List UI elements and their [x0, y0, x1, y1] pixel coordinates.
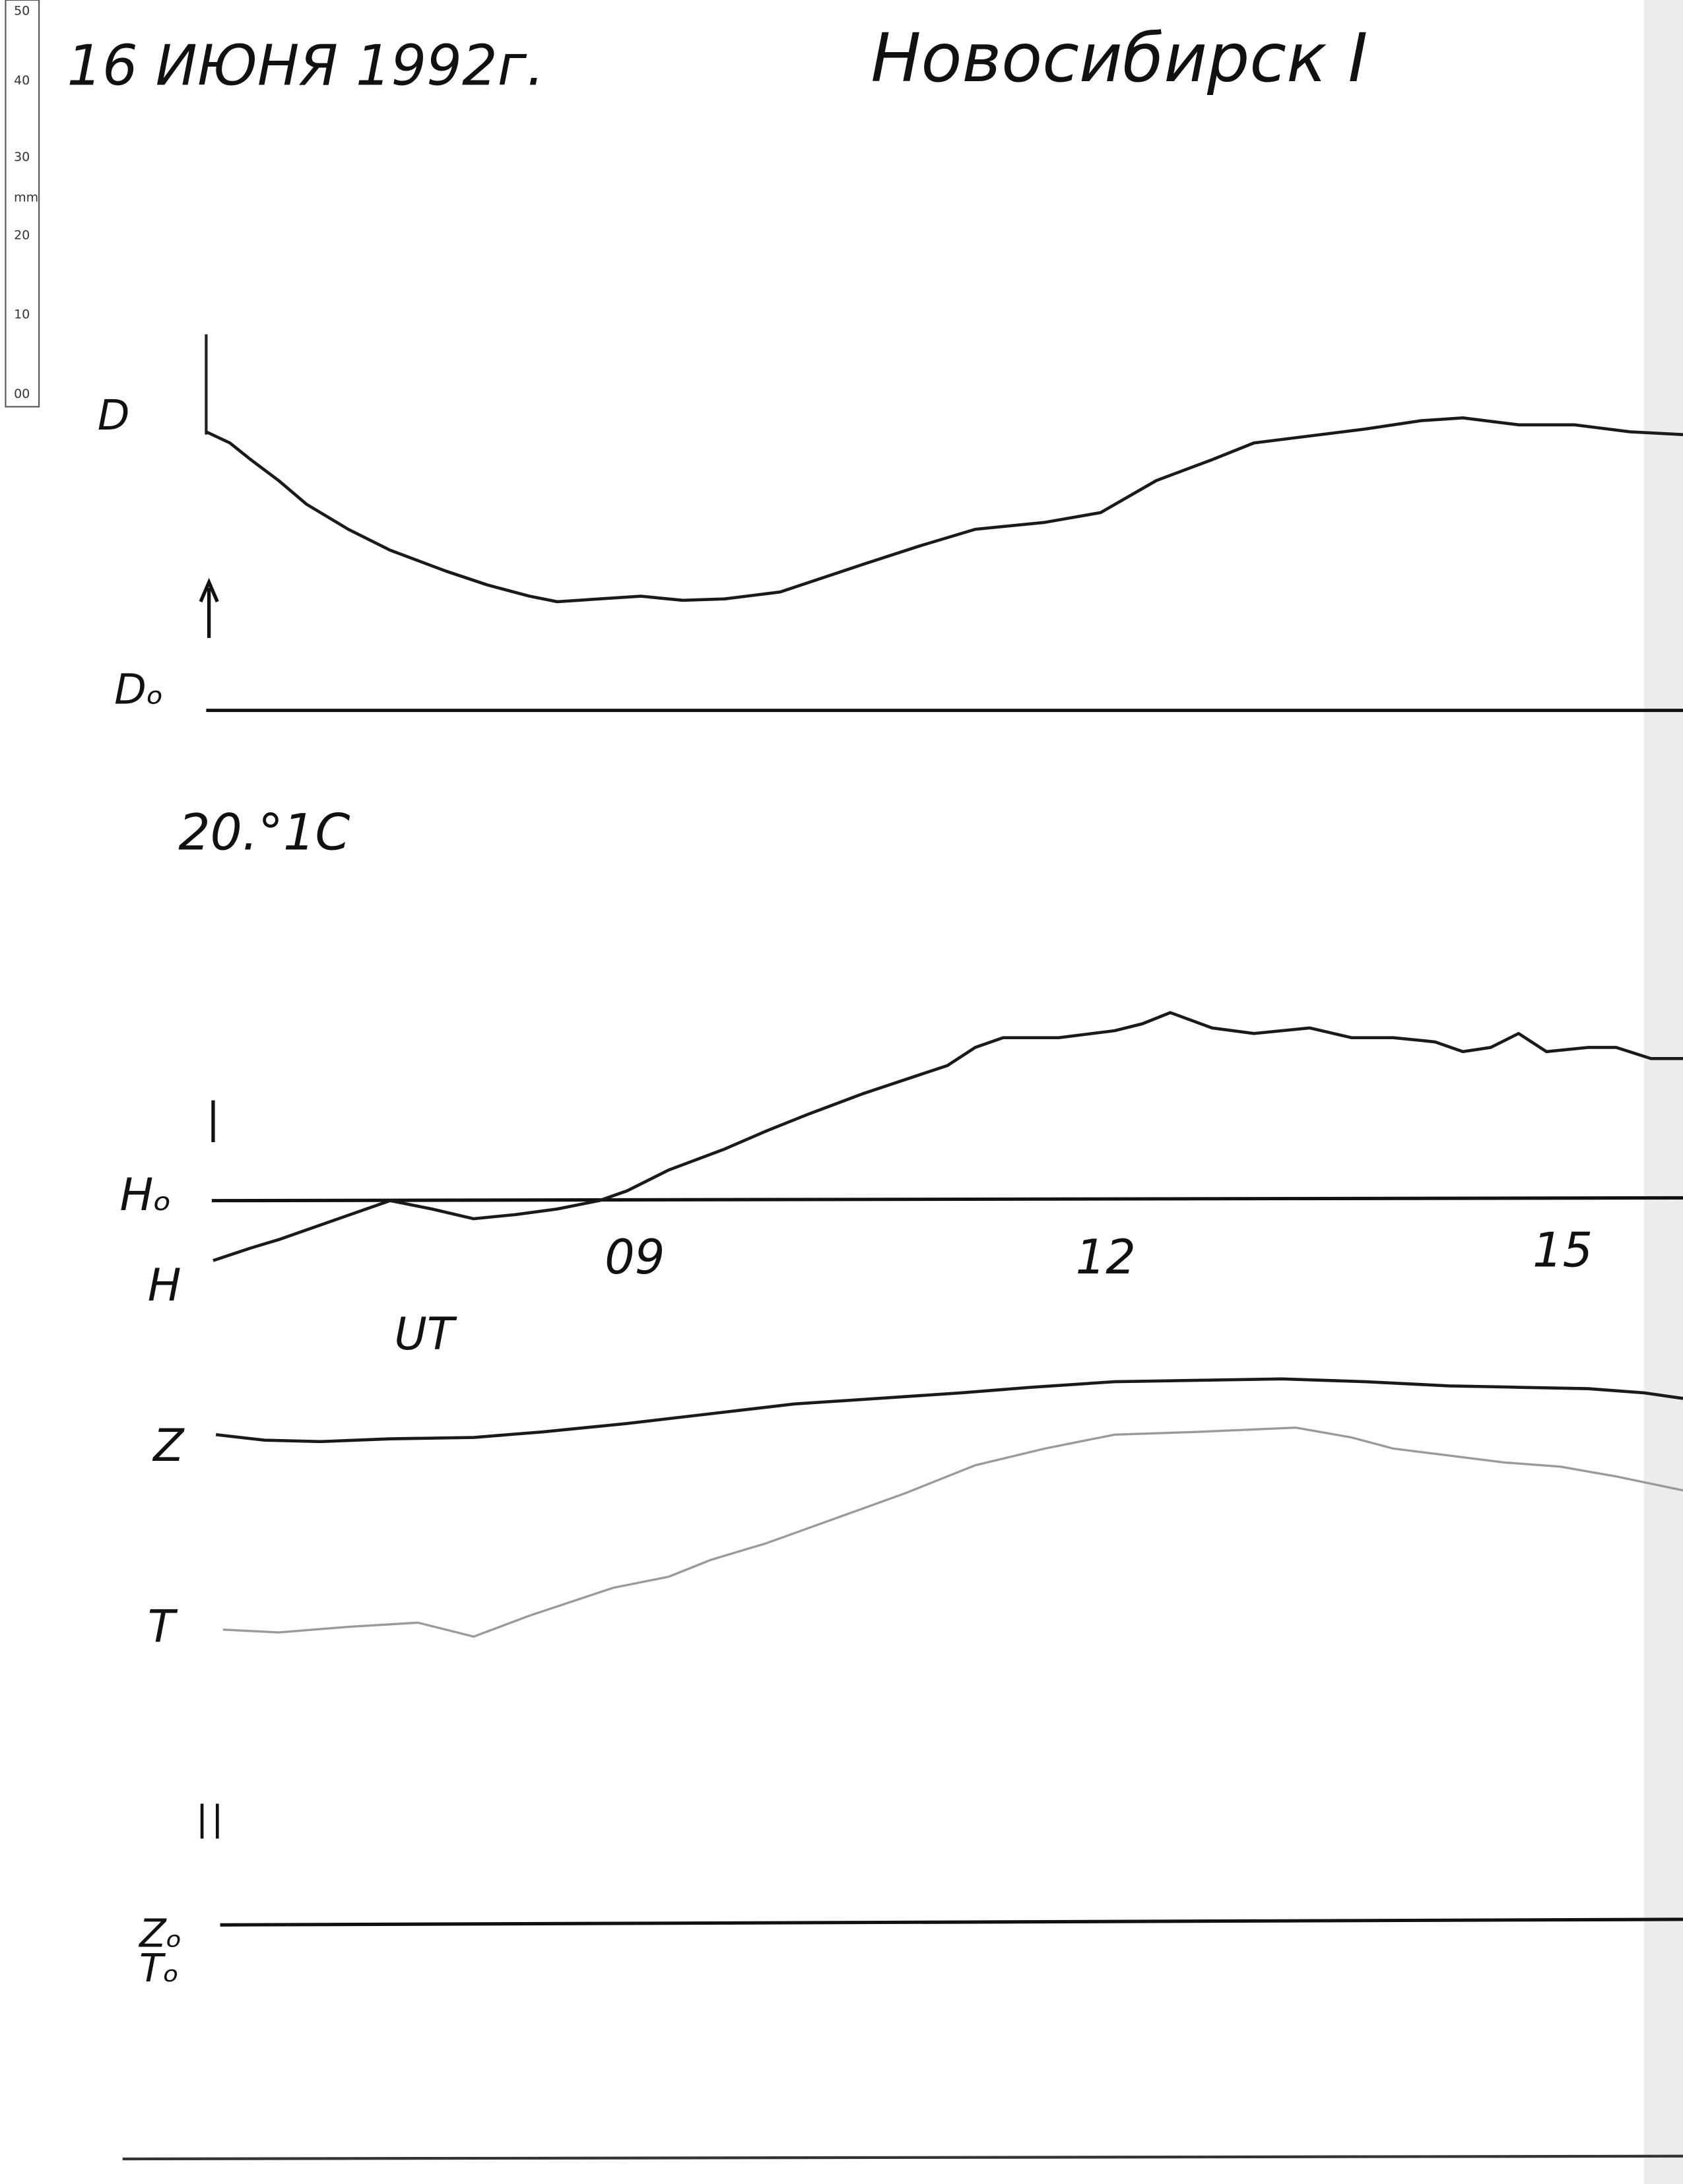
ruler: 50 40 30 mm 20 10 00 — [5, 0, 40, 408]
ruler-label: mm — [14, 190, 38, 205]
t-trace — [222, 1427, 1683, 1638]
ruler-label: 20 — [14, 228, 30, 242]
station: Новосибирск I — [871, 19, 1368, 97]
trace-label: Dₒ — [114, 665, 164, 714]
z-trace — [215, 1377, 1683, 1444]
trace-label: D — [98, 391, 130, 439]
time-label: 15 — [1533, 1222, 1593, 1277]
d-trace — [205, 416, 1683, 604]
time-label: 12 — [1076, 1229, 1136, 1285]
ruler-label: 30 — [14, 150, 30, 164]
ruler-label: 10 — [14, 307, 30, 322]
baseline — [220, 1917, 1683, 1927]
ruler-label: 50 — [14, 3, 30, 18]
trace-label: Z — [152, 1419, 185, 1471]
trace-label: Hₒ — [120, 1169, 172, 1221]
trace-label: H — [148, 1259, 182, 1311]
date: 16 ИЮНЯ 1992г. — [67, 34, 544, 98]
temperature: 20.°1C — [178, 803, 350, 862]
ruler-body — [5, 0, 40, 408]
trace-label: Zₒ — [138, 1910, 182, 1956]
paper-shadow — [1643, 0, 1683, 2184]
time-unit: UT — [394, 1308, 457, 1360]
ruler-label: 40 — [14, 73, 30, 88]
paper-edge — [122, 2154, 1683, 2161]
trace-label: T — [148, 1600, 178, 1652]
baseline — [211, 1196, 1683, 1203]
trace-label: Tₒ — [139, 1945, 180, 1991]
time-label: 09 — [605, 1229, 665, 1285]
arrow-head — [199, 577, 219, 602]
ruler-label: 00 — [14, 387, 30, 401]
h-trace — [213, 1011, 1683, 1262]
